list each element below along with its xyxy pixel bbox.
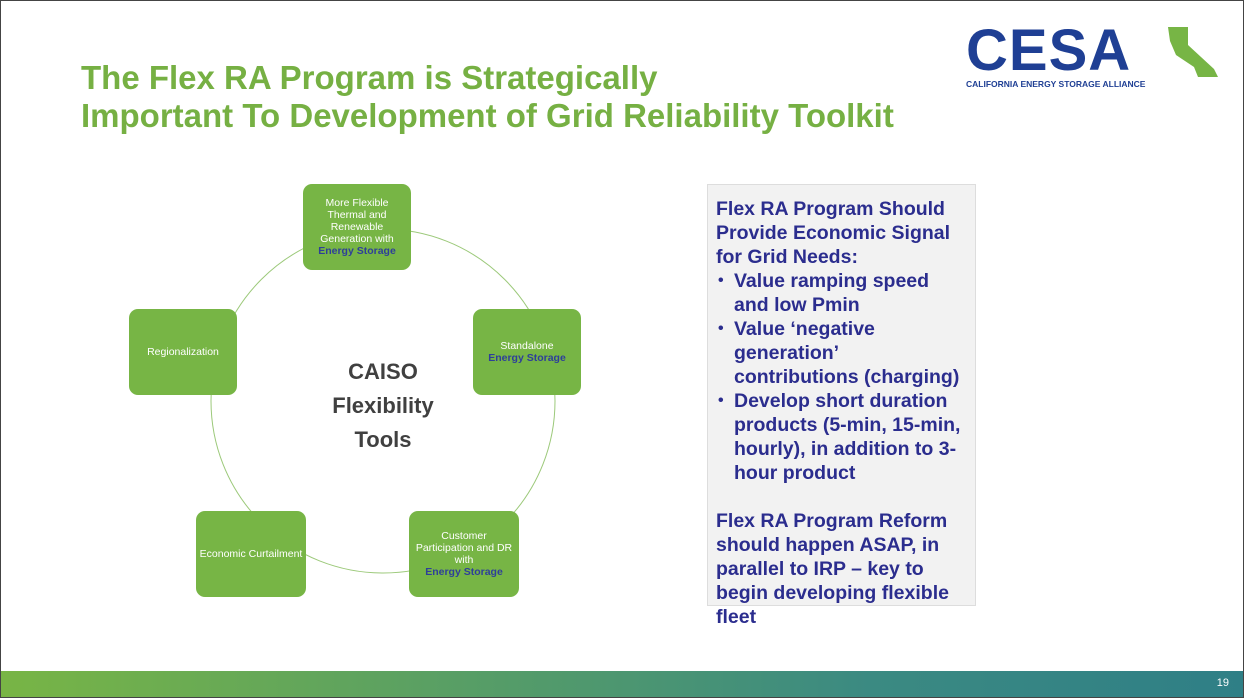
node: Standalone Energy Storage <box>473 309 581 395</box>
footer-bar: 19 <box>1 671 1243 697</box>
node-highlight: Energy Storage <box>488 352 566 364</box>
node-text: More Flexible Thermal and Renewable Gene… <box>320 197 394 245</box>
logo-tagline: CALIFORNIA ENERGY STORAGE ALLIANCE <box>966 79 1146 89</box>
node-text: Regionalization <box>147 346 219 358</box>
logo-name: CESA <box>966 18 1132 83</box>
california-shape <box>1168 27 1218 77</box>
node-text: Standalone <box>500 340 554 352</box>
callout-closing: Flex RA Program Reform should happen ASA… <box>716 510 949 628</box>
bullet: Value ‘negative generation’ contribution… <box>718 317 967 389</box>
center-line: CAISO <box>348 359 418 384</box>
node: Economic Curtailment <box>196 511 306 597</box>
node-highlight: Energy Storage <box>425 566 503 578</box>
callout-heading: Flex RA Program Should Provide Economic … <box>716 198 951 268</box>
logo-art <box>1168 27 1218 77</box>
center-line: Tools <box>354 427 412 452</box>
node: Customer Participation and DR with Energy… <box>409 511 519 597</box>
node-text: Economic Curtailment <box>199 548 303 560</box>
node-text: Customer Participation and DR with <box>415 530 513 566</box>
bullet: Develop short duration products (5-min, … <box>718 389 967 485</box>
title-line: Important To Development of Grid Reliabi… <box>81 97 894 134</box>
cycle-ring <box>210 228 556 574</box>
node-highlight: Energy Storage <box>318 245 396 257</box>
title: The Flex RA Program is Strategically Imp… <box>81 59 894 135</box>
center-line: Flexibility <box>332 393 434 418</box>
bullet: Value ramping speed and low Pmin <box>718 269 967 317</box>
callout: Flex RA Program Should Provide Economic … <box>707 184 976 628</box>
title-line: The Flex RA Program is Strategically <box>81 59 658 96</box>
bullet-list: Value ramping speed and low Pmin Value ‘… <box>716 269 967 485</box>
page-number: 19 <box>1216 677 1229 689</box>
center-label: CAISO Flexibility Tools <box>303 355 463 457</box>
logo: CESA CALIFORNIA ENERGY STORAGE ALLIANCE <box>936 18 1226 89</box>
node: Regionalization <box>129 309 237 395</box>
node: More Flexible Thermal and Renewable Gene… <box>303 184 411 270</box>
